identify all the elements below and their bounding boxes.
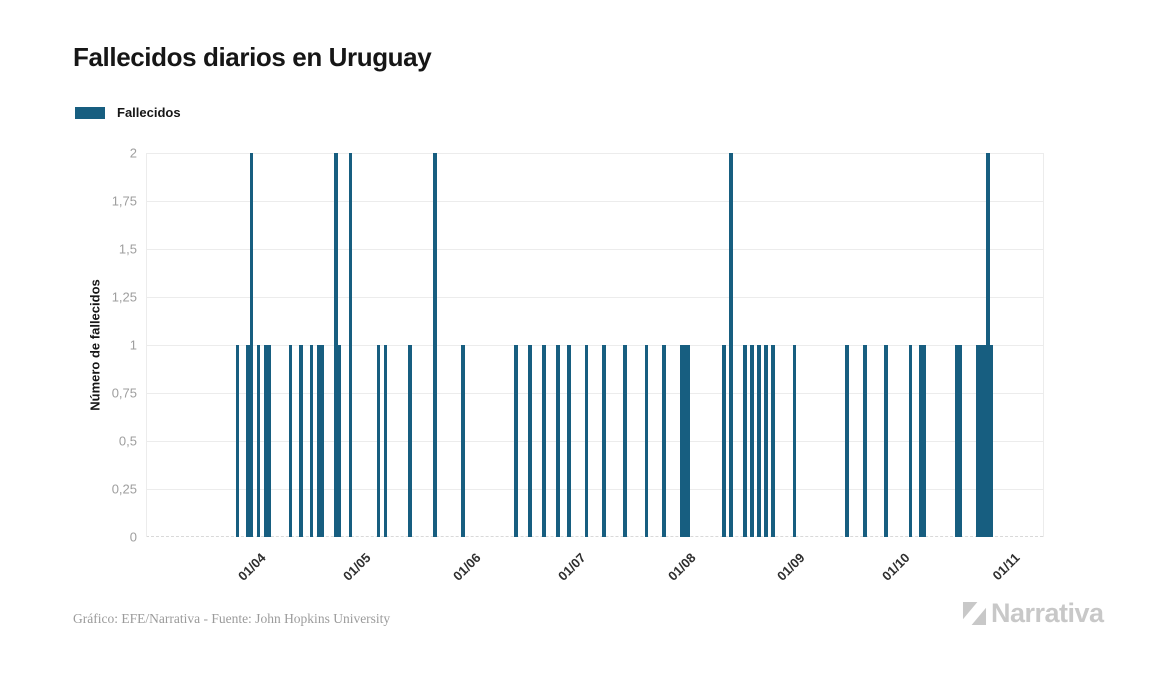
narrativa-logo-text: Narrativa: [991, 598, 1104, 628]
bar: [235, 345, 240, 537]
bar: [979, 345, 983, 537]
bar: [249, 153, 254, 537]
chart-title: Fallecidos diarios en Uruguay: [73, 42, 432, 72]
bar: [975, 345, 980, 537]
bar: [845, 345, 849, 537]
bar: [584, 345, 589, 537]
y-tick-label: 0,25: [111, 481, 137, 497]
bar: [316, 345, 321, 537]
narrativa-logo-icon: [962, 601, 987, 626]
bar: [982, 345, 987, 537]
legend-label: Fallecidos: [117, 105, 181, 120]
attribution-text: Gráfico: EFE/Narrativa - Fuente: John Ho…: [73, 611, 391, 626]
bar: [989, 345, 994, 537]
bar: [919, 345, 923, 537]
y-tick-label: 1,5: [118, 241, 137, 257]
bar: [771, 345, 775, 537]
bar: [757, 345, 761, 537]
gridline: [146, 201, 1043, 202]
bar: [922, 345, 927, 537]
bar: [986, 153, 990, 537]
bar: [792, 345, 797, 537]
bar: [309, 345, 314, 537]
y-tick-label: 0,5: [118, 433, 137, 449]
x-axis-line: [146, 536, 1043, 537]
gridline: [146, 393, 1043, 394]
bar: [299, 345, 303, 537]
bar: [686, 345, 691, 537]
legend-item-fallecidos[interactable]: Fallecidos: [75, 105, 181, 120]
bar: [376, 345, 381, 537]
bar: [743, 345, 747, 537]
bar: [320, 345, 324, 537]
bar: [644, 345, 649, 537]
x-tick-label: 01/10: [879, 550, 914, 584]
gridline: [146, 297, 1043, 298]
gridline: [146, 345, 1043, 346]
gridline: [146, 249, 1043, 250]
bar: [433, 153, 437, 537]
legend-swatch: [75, 106, 105, 119]
bar: [288, 345, 293, 537]
bar: [267, 345, 271, 537]
bar: [542, 345, 546, 537]
bar: [729, 153, 733, 537]
gridline: [146, 441, 1043, 442]
y-tick-label: 1: [129, 337, 137, 353]
bar: [602, 345, 606, 537]
bar: [722, 345, 726, 537]
x-tick-label: 01/08: [664, 550, 699, 584]
y-tick-label: 2: [129, 145, 137, 161]
bar: [337, 345, 342, 537]
bar: [884, 345, 888, 537]
gridline: [146, 153, 1043, 154]
bar: [750, 345, 754, 537]
x-tick-label: 01/04: [234, 550, 269, 584]
bar: [662, 345, 666, 537]
bar: [958, 345, 962, 537]
y-tick-label: 0,75: [111, 385, 137, 401]
narrativa-logo: Narrativa: [962, 600, 1104, 627]
bar: [623, 345, 627, 537]
bar: [556, 345, 560, 537]
x-tick-label: 01/07: [555, 550, 589, 584]
y-tick-label: 1,25: [111, 289, 137, 305]
plot-right-edge: [1043, 153, 1044, 537]
bar: [246, 345, 250, 537]
bar: [954, 345, 959, 537]
bar: [567, 345, 571, 537]
y-axis-line: [146, 153, 147, 537]
bar: [263, 345, 268, 537]
bar: [528, 345, 532, 537]
gridline: [146, 489, 1043, 490]
bar: [461, 345, 465, 537]
bar: [908, 345, 913, 537]
bar: [683, 345, 687, 537]
bar: [764, 345, 768, 537]
y-tick-label: 1,75: [111, 193, 137, 209]
bar: [334, 153, 338, 537]
bar: [514, 345, 518, 537]
bar: [383, 345, 388, 537]
y-tick-label: 0: [129, 529, 137, 545]
bar: [408, 345, 412, 537]
x-tick-label: 01/06: [449, 550, 484, 584]
x-tick-label: 01/05: [340, 550, 374, 584]
bar: [863, 345, 867, 537]
bar: [348, 153, 353, 537]
bar: [679, 345, 684, 537]
bar: [256, 345, 261, 537]
x-tick-label: 01/09: [773, 550, 808, 584]
